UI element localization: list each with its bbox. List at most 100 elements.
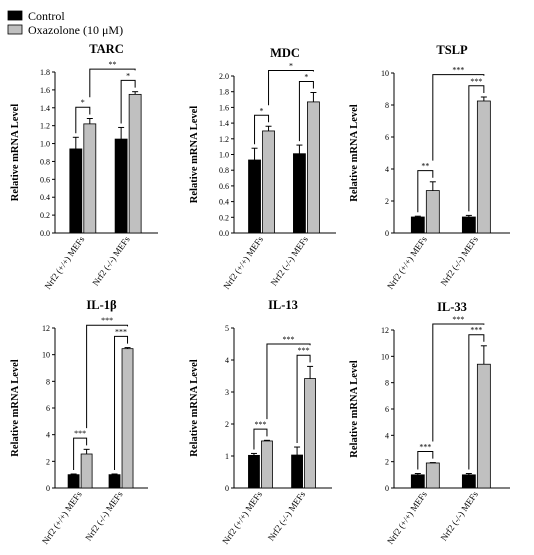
significance-bracket	[298, 80, 314, 142]
y-tick-label: 0	[385, 484, 389, 493]
chart-panels: TARC Relative mRNA Level 0.0 0.2 0.4 0.6 0.8 1.…	[10, 42, 510, 546]
y-axis-label: Relative mRNA Level	[189, 106, 200, 203]
y-tick-label: 1.4	[219, 119, 229, 128]
y-tick-label: 1.2	[219, 135, 229, 144]
significance-label: *	[289, 62, 293, 71]
significance-bracket-between	[266, 343, 311, 420]
significance-label: *	[304, 72, 308, 81]
significance-bracket	[120, 79, 136, 124]
y-tick-label: 6	[385, 133, 389, 142]
significance-bracket	[75, 106, 91, 134]
legend-swatch-oxazolone	[7, 24, 23, 35]
y-tick-label: 6	[385, 405, 389, 414]
y-tick-label: 2	[46, 457, 50, 466]
chart-title: IL-1β	[86, 298, 117, 312]
y-tick-label: 5	[225, 324, 229, 333]
bar-oxazolone	[121, 348, 134, 489]
y-tick-label: 1.6	[219, 103, 229, 112]
y-tick-label: 2	[225, 420, 229, 429]
chart-panel-5: IL-33 Relative mRNA Level 0 2 4 6 8 10 12 Nrf2 (+…	[349, 300, 510, 546]
significance-bracket-between	[432, 323, 485, 442]
y-axis-label: Relative mRNA Level	[10, 104, 21, 201]
y-tick-label: 3	[225, 388, 229, 397]
legend: Control Oxazolone (10 μM)	[7, 9, 123, 37]
significance-label: ***	[298, 346, 310, 355]
x-tick-label: Nrf2 (-/-) MEFs	[90, 234, 132, 288]
chart-panel-1: MDC Relative mRNA Level 0.0 0.2 0.4 0.6 0.8 1.0…	[189, 46, 336, 291]
significance-bracket	[417, 451, 434, 470]
significance-label: ***	[470, 77, 482, 86]
y-tick-label: 6	[46, 404, 50, 413]
significance-label: **	[421, 162, 429, 171]
significance-label: ***	[283, 335, 295, 344]
significance-bracket-between	[432, 74, 485, 161]
significance-label: *	[260, 106, 264, 115]
bar-control	[293, 153, 306, 234]
bar-control	[248, 454, 260, 489]
y-tick-label: 12	[381, 326, 389, 335]
y-tick-label: 0.8	[219, 166, 229, 175]
significance-label: ***	[115, 327, 127, 336]
y-tick-label: 1	[225, 452, 229, 461]
chart-title: IL-33	[437, 300, 467, 314]
chart-panel-0: TARC Relative mRNA Level 0.0 0.2 0.4 0.6 0.8 1.…	[10, 42, 158, 291]
significance-bracket-between	[86, 324, 129, 429]
y-tick-label: 1.4	[40, 104, 50, 113]
y-tick-label: 10	[381, 69, 389, 78]
bar-control	[461, 216, 476, 234]
y-tick-label: 0.2	[40, 211, 50, 220]
y-tick-label: 0.6	[40, 175, 50, 184]
y-tick-label: 10	[381, 352, 389, 361]
y-tick-label: 0	[385, 229, 389, 238]
x-tick-label: Nrf2 (+/+) MEFs	[385, 234, 429, 291]
significance-bracket	[254, 114, 270, 145]
y-tick-label: 4	[225, 356, 229, 365]
bar-control	[410, 216, 425, 234]
y-axis-label: Relative mRNA Level	[189, 359, 200, 456]
y-tick-label: 0	[46, 484, 50, 493]
y-tick-label: 4	[385, 431, 389, 440]
significance-bracket	[114, 335, 129, 470]
bar-control	[108, 474, 121, 489]
bar-oxazolone	[476, 100, 491, 234]
x-tick-label: Nrf2 (-/-) MEFs	[83, 489, 125, 543]
bar-oxazolone	[128, 93, 142, 234]
significance-bracket	[417, 170, 434, 213]
significance-bracket	[253, 428, 268, 450]
y-tick-label: 0.0	[219, 229, 229, 238]
y-axis-label: Relative mRNA Level	[10, 359, 21, 456]
y-tick-label: 2.0	[219, 72, 229, 81]
y-tick-label: 2	[385, 197, 389, 206]
bar-oxazolone	[83, 123, 97, 234]
y-tick-label: 1.6	[40, 86, 50, 95]
y-tick-label: 4	[385, 165, 389, 174]
y-tick-label: 0	[225, 484, 229, 493]
chart-panel-2: TSLP Relative mRNA Level 0 2 4 6 8 10 Nrf2 (+/+)…	[349, 43, 510, 291]
y-tick-label: 0.8	[40, 157, 50, 166]
significance-label: ***	[452, 315, 464, 324]
significance-bracket	[468, 85, 485, 212]
x-tick-label: Nrf2 (+/+) MEFs	[221, 234, 265, 291]
y-tick-label: 1.8	[219, 88, 229, 97]
significance-bracket-between	[268, 70, 314, 106]
bar-oxazolone	[476, 363, 491, 489]
y-tick-label: 0.4	[40, 193, 50, 202]
x-tick-label: Nrf2 (+/+) MEFs	[40, 489, 84, 546]
significance-label: *	[126, 71, 130, 80]
y-axis-label: Relative mRNA Level	[349, 104, 360, 201]
y-tick-label: 0.4	[219, 198, 229, 207]
x-tick-label: Nrf2 (-/-) MEFs	[439, 234, 481, 288]
significance-label: ***	[419, 443, 431, 452]
bar-control	[114, 138, 128, 234]
y-tick-label: 10	[42, 351, 50, 360]
y-tick-label: 4	[46, 431, 50, 440]
y-tick-label: 0.6	[219, 182, 229, 191]
significance-bracket	[468, 334, 485, 470]
y-axis-label: Relative mRNA Level	[349, 360, 360, 457]
legend-label-control: Control	[28, 9, 65, 23]
chart-panel-3: IL-1β Relative mRNA Level 0 2 4 6 8 10 12 Nrf2 (+…	[10, 298, 148, 546]
y-tick-label: 8	[385, 379, 389, 388]
bar-control	[461, 474, 476, 489]
